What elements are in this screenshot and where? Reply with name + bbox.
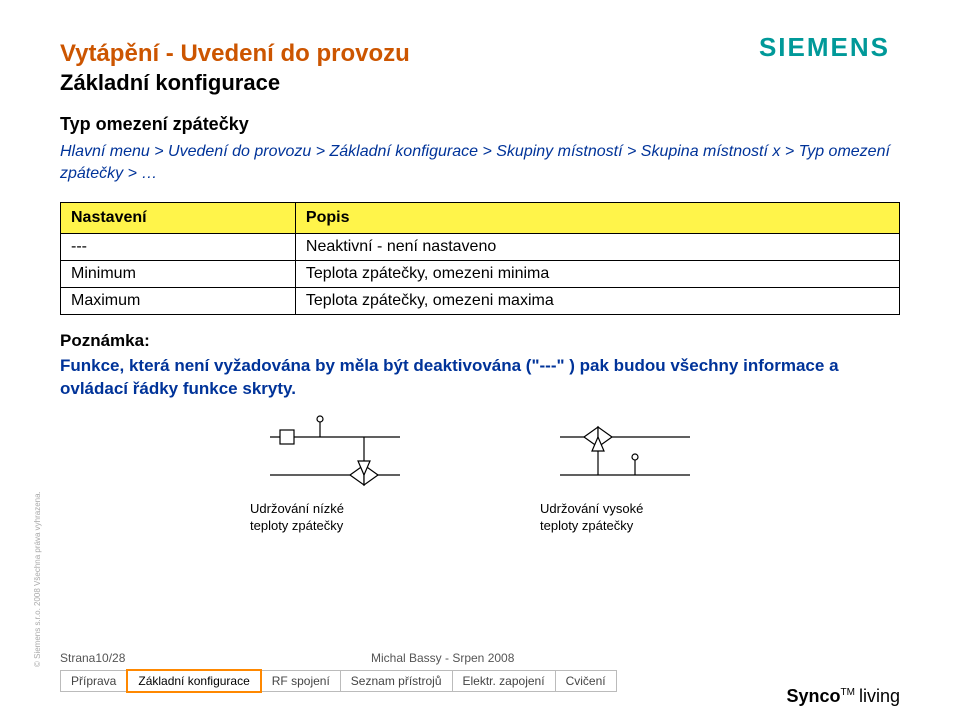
tab-elektr-zapojeni[interactable]: Elektr. zapojení [452, 670, 556, 692]
note-body: Funkce, která není vyžadována by měla bý… [60, 355, 900, 401]
copyright-text: © Siemens s.r.o. 2008 Všechna práva vyhr… [33, 491, 42, 667]
table-row: Maximum Teplota zpátečky, omezeni maxima [61, 288, 900, 315]
diagram-low-label: Udržování nízké teploty zpátečky [250, 501, 344, 535]
section-title: Typ omezení zpátečky [60, 114, 900, 135]
slide: SIEMENS Vytápění - Uvedení do provozu Zá… [0, 0, 960, 717]
table-cell: Teplota zpátečky, omezeni minima [295, 261, 899, 288]
diagram-row: Udržování nízké teploty zpátečky Udržová… [60, 415, 900, 535]
breadcrumb: Hlavní menu > Uvedení do provozu > Zákla… [60, 141, 900, 184]
table-row: --- Neaktivní - není nastaveno [61, 234, 900, 261]
page-number: Strana10/28 [60, 651, 125, 665]
tab-cviceni[interactable]: Cvičení [555, 670, 617, 692]
diagram-high-label: Udržování vysoké teploty zpátečky [540, 501, 643, 535]
tab-rf-spojeni[interactable]: RF spojení [261, 670, 341, 692]
synco-logo: SyncoTM living [786, 686, 900, 707]
diagram-high-label1: Udržování vysoké [540, 501, 643, 516]
synco-text: Synco [786, 686, 840, 706]
diagram-low-label2: teploty zpátečky [250, 518, 343, 533]
table-header-col2: Popis [295, 203, 899, 234]
table-row: Minimum Teplota zpátečky, omezeni minima [61, 261, 900, 288]
diagram-low: Udržování nízké teploty zpátečky [250, 415, 420, 535]
tab-zakladni-konfigurace[interactable]: Základní konfigurace [126, 669, 261, 693]
page-title-line2: Základní konfigurace [60, 70, 900, 96]
schematic-high-icon [540, 415, 710, 493]
tab-seznam-pristroju[interactable]: Seznam přístrojů [340, 670, 453, 692]
table-cell: Teplota zpátečky, omezeni maxima [295, 288, 899, 315]
siemens-logo: SIEMENS [759, 32, 890, 63]
synco-tm: TM [841, 687, 855, 698]
table-header-col1: Nastavení [61, 203, 296, 234]
footer: © Siemens s.r.o. 2008 Všechna práva vyhr… [0, 651, 960, 717]
tab-priprava[interactable]: Příprava [60, 670, 127, 692]
settings-table: Nastavení Popis --- Neaktivní - není nas… [60, 202, 900, 315]
diagram-low-label1: Udržování nízké [250, 501, 344, 516]
author-text: Michal Bassy - Srpen 2008 [371, 651, 514, 665]
note-label: Poznámka: [60, 331, 900, 351]
table-cell: Neaktivní - není nastaveno [295, 234, 899, 261]
table-cell: --- [61, 234, 296, 261]
diagram-high-label2: teploty zpátečky [540, 518, 633, 533]
table-cell: Minimum [61, 261, 296, 288]
schematic-low-icon [250, 415, 420, 493]
diagram-high: Udržování vysoké teploty zpátečky [540, 415, 710, 535]
synco-living: living [859, 686, 900, 706]
table-cell: Maximum [61, 288, 296, 315]
